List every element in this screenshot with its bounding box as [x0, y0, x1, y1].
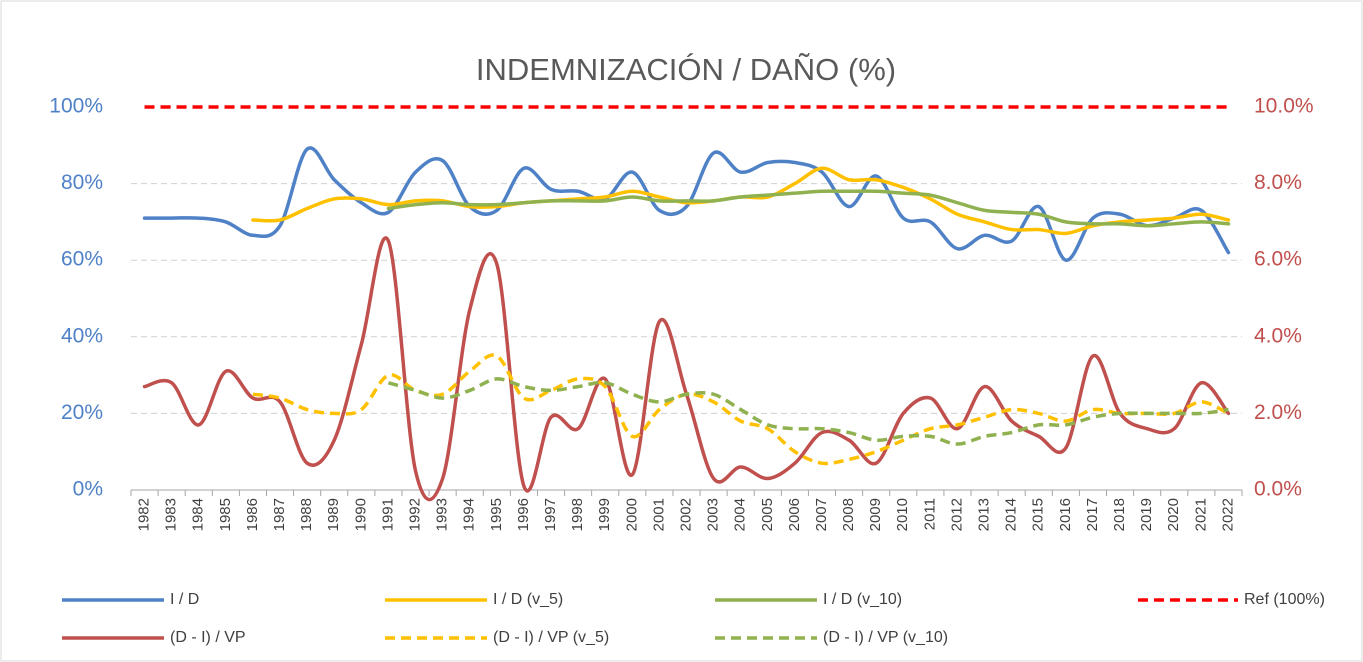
x-tick-label: 2009: [867, 498, 884, 531]
y-tick-label: 100%: [49, 95, 103, 118]
legend-label: (D - I) / VP (v_10): [823, 629, 948, 646]
x-tick-label: 2011: [921, 498, 938, 530]
x-tick-label: 2002: [677, 498, 694, 531]
y-tick-label: 0%: [73, 478, 103, 501]
x-tick-label: 1982: [136, 498, 153, 531]
chart-title: INDEMNIZACIÓN / DAÑO (%): [476, 52, 896, 87]
x-tick-label: 1989: [325, 498, 342, 531]
x-tick-label: 1992: [406, 498, 423, 531]
y2-tick-label: 4.0%: [1254, 324, 1302, 347]
legend-label: Ref (100%): [1244, 591, 1325, 608]
series-line: [142, 236, 1231, 502]
legend-label: I / D: [170, 591, 199, 608]
series-line: [386, 189, 1231, 228]
y2-tick-label: 8.0%: [1254, 171, 1302, 194]
x-tick-label: 2021: [1192, 498, 1209, 531]
x-tick-label: 2004: [732, 498, 749, 531]
y2-tick-label: 6.0%: [1254, 248, 1302, 271]
x-tick-label: 1988: [298, 498, 315, 531]
legend-label: I / D (v_10): [823, 591, 902, 608]
x-tick-label: 2008: [840, 498, 857, 531]
x-tick-label: 2012: [948, 498, 965, 531]
y-tick-label: 60%: [61, 248, 103, 271]
legend-label: I / D (v_5): [493, 591, 563, 608]
x-tick-label: 2010: [894, 498, 911, 531]
series-line: [387, 377, 1229, 446]
x-tick-label: 2013: [976, 498, 993, 531]
x-tick-label: 2007: [813, 498, 830, 531]
x-tick-label: 2019: [1138, 498, 1155, 531]
series-line: [252, 353, 1230, 466]
x-tick-label: 1985: [217, 498, 234, 531]
series-line: [142, 146, 1231, 262]
x-tick-label: 2014: [1003, 498, 1020, 531]
x-tick-label: 2005: [759, 498, 776, 531]
x-tick-label: 2017: [1084, 498, 1101, 531]
x-tick-label: 2003: [705, 498, 722, 531]
y2-tick-label: 10.0%: [1254, 95, 1314, 118]
y-tick-label: 40%: [61, 324, 103, 347]
x-tick-label: 1995: [488, 498, 505, 531]
y-tick-label: 80%: [61, 171, 103, 194]
x-tick-label: 1996: [515, 498, 532, 531]
x-tick-label: 1998: [569, 498, 586, 531]
x-tick-label: 2020: [1165, 498, 1182, 531]
y2-tick-label: 0.0%: [1254, 478, 1302, 501]
x-tick-label: 1991: [379, 498, 396, 531]
x-tick-label: 2022: [1219, 498, 1236, 531]
x-tick-label: 1983: [163, 498, 180, 531]
x-tick-label: 1990: [352, 498, 369, 531]
x-tick-label: 1986: [244, 498, 261, 531]
x-tick-label: 2000: [623, 498, 640, 531]
x-tick-label: 2006: [786, 498, 803, 531]
x-tick-label: 2001: [650, 498, 667, 531]
x-tick-label: 2016: [1057, 498, 1074, 531]
y-tick-label: 20%: [61, 401, 103, 424]
x-tick-label: 1984: [190, 498, 207, 531]
x-tick-label: 1997: [542, 498, 559, 531]
legend-label: (D - I) / VP (v_5): [493, 629, 609, 646]
x-tick-label: 1999: [596, 498, 613, 531]
x-tick-label: 1987: [271, 498, 288, 531]
legend-label: (D - I) / VP: [170, 629, 246, 646]
x-tick-label: 1993: [434, 498, 451, 531]
y2-tick-label: 2.0%: [1254, 401, 1302, 424]
x-tick-label: 2015: [1030, 498, 1047, 531]
x-tick-label: 2018: [1111, 498, 1128, 531]
x-tick-label: 1994: [461, 498, 478, 531]
